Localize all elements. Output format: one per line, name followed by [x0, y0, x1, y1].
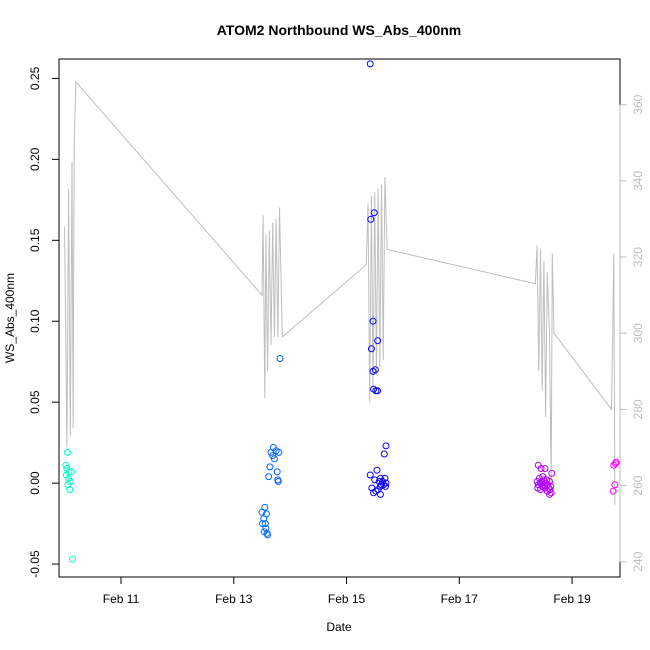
right-tick-label: 280	[631, 399, 645, 419]
right-tick-label: 260	[631, 475, 645, 495]
data-point	[264, 531, 272, 539]
data-point	[64, 448, 71, 456]
data-point	[537, 465, 545, 472]
x-tick-label: Feb 11	[103, 592, 140, 606]
data-point	[69, 555, 76, 563]
plot-frame	[58, 58, 621, 578]
data-point	[260, 515, 268, 523]
data-point	[546, 490, 553, 498]
data-point	[273, 468, 281, 476]
y-tick-label: 0.00	[28, 471, 42, 495]
data-point	[366, 60, 374, 68]
data-point	[258, 508, 266, 516]
data-point	[265, 473, 273, 481]
data-point	[547, 489, 555, 497]
data-point	[62, 461, 70, 469]
y-tick-label: 0.10	[28, 309, 42, 333]
data-point	[261, 520, 269, 528]
data-point	[275, 448, 283, 456]
data-point	[64, 481, 72, 489]
data-point	[378, 481, 385, 489]
data-point	[371, 476, 379, 484]
secondary-trace-line	[64, 80, 616, 505]
data-point	[548, 469, 556, 477]
data-point	[66, 486, 74, 494]
x-tick-label: Feb 17	[441, 592, 479, 606]
data-point	[376, 490, 384, 498]
data-point	[373, 466, 381, 474]
data-point	[382, 479, 390, 487]
y-tick-label: 0.05	[28, 390, 42, 414]
data-point	[276, 355, 284, 362]
y-axis: -0.05 0.00 0.05 0.10 0.15 0.20 0.25	[28, 66, 60, 578]
data-point	[374, 387, 382, 395]
y-tick-label: 0.20	[28, 147, 42, 171]
right-tick-label: 300	[631, 323, 645, 343]
data-point	[367, 215, 375, 223]
x-axis: Feb 11 Feb 13 Feb 15 Feb 17 Feb 19	[103, 576, 591, 606]
data-point	[610, 461, 618, 469]
data-point	[612, 460, 619, 468]
chart-title: ATOM2 Northbound WS_Abs_400nm	[217, 22, 462, 38]
data-point	[369, 317, 377, 325]
x-tick-label: Feb 15	[328, 592, 366, 606]
y-tick-label: 0.25	[28, 66, 42, 90]
x-tick-label: Feb 19	[553, 592, 591, 606]
data-point	[67, 468, 75, 476]
x-axis-label: Date	[326, 620, 352, 634]
data-point	[266, 463, 274, 471]
right-tick-label: 340	[631, 171, 645, 191]
data-point	[270, 455, 278, 463]
data-point	[382, 482, 389, 490]
data-point	[541, 465, 549, 472]
data-point	[380, 481, 388, 489]
data-point	[609, 487, 617, 495]
right-axis: 240 260 280 300 320 340 360	[619, 94, 645, 572]
y-tick-label: 0.15	[28, 228, 42, 252]
data-point	[369, 367, 377, 375]
data-point	[533, 478, 541, 485]
right-tick-label: 320	[631, 247, 645, 267]
data-point	[611, 481, 619, 489]
data-point	[367, 345, 375, 353]
data-point	[382, 442, 390, 450]
data-point	[262, 524, 270, 532]
x-tick-label: Feb 13	[215, 592, 253, 606]
data-point	[380, 450, 388, 458]
right-tick-label: 360	[631, 94, 645, 114]
data-point	[366, 471, 374, 479]
y-axis-label: WS_Abs_400nm	[3, 273, 17, 363]
points-layer	[62, 60, 620, 563]
data-point	[274, 478, 282, 485]
secondary-line-layer	[64, 80, 616, 505]
data-point	[259, 520, 266, 528]
y-tick-label: -0.05	[28, 550, 42, 578]
data-point	[370, 209, 378, 217]
data-point	[374, 337, 382, 345]
data-point	[370, 489, 378, 497]
right-tick-label: 240	[631, 551, 645, 571]
data-point	[537, 486, 544, 494]
